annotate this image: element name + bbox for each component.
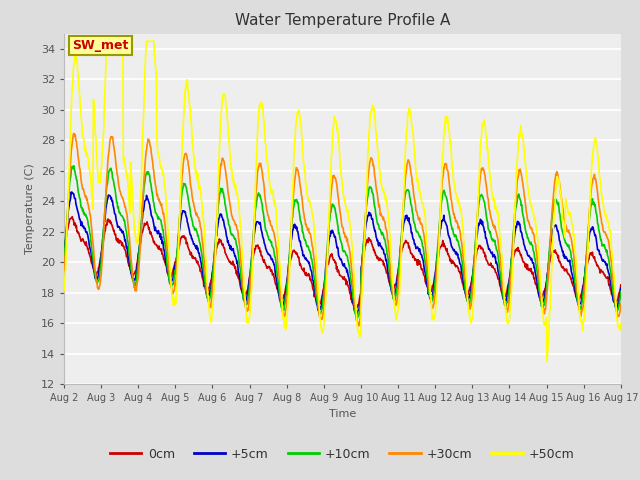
+30cm	[348, 270, 356, 276]
+5cm	[348, 294, 356, 300]
+10cm	[60, 257, 68, 263]
+5cm	[60, 252, 68, 257]
+30cm	[355, 323, 362, 329]
+30cm	[464, 298, 472, 303]
+50cm	[268, 190, 275, 196]
+30cm	[70, 131, 77, 136]
0cm	[617, 282, 625, 288]
+50cm	[348, 242, 356, 248]
+5cm	[464, 297, 472, 302]
+5cm	[582, 263, 589, 268]
0cm	[348, 299, 356, 305]
+10cm	[70, 163, 77, 168]
+5cm	[133, 262, 141, 267]
+30cm	[617, 301, 625, 307]
+50cm	[208, 310, 216, 315]
Line: +30cm: +30cm	[64, 133, 621, 326]
Line: 0cm: 0cm	[64, 216, 621, 310]
+5cm	[208, 275, 216, 280]
+10cm	[133, 268, 141, 274]
+10cm	[353, 318, 360, 324]
+10cm	[464, 297, 472, 303]
Legend: 0cm, +5cm, +10cm, +30cm, +50cm: 0cm, +5cm, +10cm, +30cm, +50cm	[105, 443, 580, 466]
+50cm	[133, 236, 141, 241]
+30cm	[208, 290, 216, 296]
+10cm	[582, 262, 589, 267]
0cm	[208, 271, 216, 276]
Text: SW_met: SW_met	[72, 39, 129, 52]
+50cm	[463, 287, 471, 292]
+10cm	[617, 288, 625, 294]
+50cm	[582, 290, 589, 296]
0cm	[133, 259, 141, 265]
+5cm	[617, 286, 625, 291]
+10cm	[268, 239, 275, 244]
0cm	[464, 289, 472, 295]
X-axis label: Time: Time	[329, 408, 356, 419]
+10cm	[348, 284, 356, 289]
+50cm	[543, 359, 551, 364]
+30cm	[133, 280, 141, 286]
Y-axis label: Temperature (C): Temperature (C)	[25, 163, 35, 254]
0cm	[268, 267, 275, 273]
+5cm	[67, 189, 75, 195]
+50cm	[60, 288, 68, 294]
+30cm	[268, 223, 275, 229]
+30cm	[582, 272, 589, 277]
+10cm	[208, 281, 216, 287]
0cm	[582, 266, 589, 272]
+5cm	[268, 257, 275, 263]
+5cm	[352, 313, 360, 319]
0cm	[60, 247, 68, 253]
Line: +10cm: +10cm	[64, 166, 621, 321]
0cm	[68, 214, 76, 219]
Title: Water Temperature Profile A: Water Temperature Profile A	[235, 13, 450, 28]
+50cm	[103, 38, 111, 44]
Line: +5cm: +5cm	[64, 192, 621, 316]
0cm	[351, 307, 358, 313]
+30cm	[60, 268, 68, 274]
+50cm	[617, 321, 625, 326]
Line: +50cm: +50cm	[64, 41, 621, 361]
